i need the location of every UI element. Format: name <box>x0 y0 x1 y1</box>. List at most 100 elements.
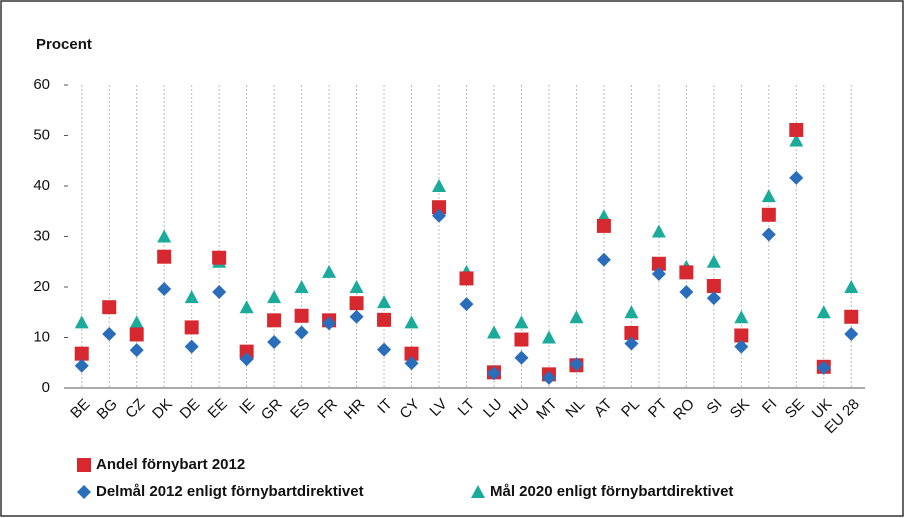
square-marker <box>74 346 89 361</box>
x-tick-label: EE <box>205 396 231 422</box>
square-marker <box>789 122 804 137</box>
diamond-marker <box>624 336 639 351</box>
triangle-marker <box>377 295 392 309</box>
y-tick-label: 30 <box>33 227 50 244</box>
square-marker <box>459 271 474 286</box>
diamond-marker <box>569 357 584 372</box>
square-marker <box>294 308 309 323</box>
x-tick-label: LT <box>455 396 479 420</box>
x-tick-label: FI <box>759 396 780 417</box>
chart-title: Procent <box>36 36 92 53</box>
square-marker <box>157 249 172 264</box>
triangle-marker <box>569 310 584 324</box>
diamond-marker <box>541 370 556 385</box>
square-marker <box>624 325 639 340</box>
square-marker <box>129 327 144 342</box>
triangle-marker <box>184 290 199 304</box>
triangle-marker <box>239 300 254 314</box>
diamond-marker <box>74 358 89 373</box>
diamond-marker <box>844 326 859 341</box>
x-tick-label: LU <box>480 396 506 422</box>
triangle-marker <box>432 179 447 192</box>
x-tick-label: DE <box>177 396 204 423</box>
square-marker <box>679 265 694 280</box>
y-tick-label: 40 <box>33 177 50 194</box>
triangle-marker <box>624 305 639 319</box>
x-tick-label: LV <box>426 396 450 420</box>
triangle-marker <box>706 254 721 268</box>
triangle-marker <box>761 189 776 203</box>
x-tick-label: ES <box>287 396 313 422</box>
square-marker <box>514 332 529 347</box>
diamond-marker <box>816 360 831 375</box>
diamond-marker <box>377 342 392 357</box>
square-marker <box>432 200 447 215</box>
diamond-marker <box>432 208 447 223</box>
x-tick-label: IT <box>374 396 395 417</box>
square-marker <box>761 207 776 222</box>
x-tick-label: SK <box>727 396 753 422</box>
triangle-marker <box>157 229 172 243</box>
legend-label: Andel förnybart 2012 <box>96 456 245 473</box>
square-marker <box>349 296 364 311</box>
square-marker <box>377 312 392 327</box>
x-tick-label: AT <box>591 396 616 421</box>
square-marker <box>239 344 254 359</box>
y-tick-label: 10 <box>33 328 50 345</box>
triangle-marker <box>404 315 419 329</box>
square-marker <box>596 218 611 233</box>
square-marker <box>102 300 117 315</box>
diamond-marker <box>102 326 117 341</box>
diamond-marker <box>734 339 749 354</box>
x-tick-label: BE <box>67 396 93 422</box>
diamond-marker <box>184 339 199 354</box>
diamond-marker <box>761 227 776 242</box>
triangle-marker <box>514 315 529 329</box>
x-tick-label: RO <box>670 396 698 424</box>
triangle-marker <box>322 264 337 278</box>
diamond-marker <box>322 316 337 331</box>
x-tick-label: PT <box>645 396 671 422</box>
diamond-marker <box>679 285 694 300</box>
square-marker <box>77 458 91 472</box>
x-tick-label: SE <box>782 396 808 422</box>
triangle-marker <box>651 224 666 238</box>
diamond-marker <box>129 343 144 358</box>
y-tick-label: 20 <box>33 278 50 295</box>
x-tick-label: IE <box>236 396 258 418</box>
diamond-marker <box>404 356 419 371</box>
triangle-marker <box>471 485 485 498</box>
diamond-marker <box>486 366 501 381</box>
legend-label: Mål 2020 enligt förnybartdirektivet <box>490 483 733 500</box>
diamond-marker <box>77 485 91 499</box>
diamond-marker <box>514 350 529 365</box>
square-marker <box>404 346 419 361</box>
square-marker <box>651 256 666 271</box>
diamond-marker <box>212 285 227 300</box>
diamond-marker <box>651 266 666 281</box>
legend-label: Delmål 2012 enligt förnybartdirektivet <box>96 483 364 500</box>
square-marker <box>844 309 859 324</box>
diamond-marker <box>239 352 254 367</box>
triangle-marker <box>267 290 282 304</box>
triangle-marker <box>789 133 804 147</box>
x-tick-label: BG <box>94 396 121 423</box>
x-tick-label: CY <box>396 396 423 423</box>
x-tick-label: GR <box>258 395 286 423</box>
x-tick-label: SI <box>703 396 725 418</box>
triangle-marker <box>734 310 749 324</box>
y-tick-label: 50 <box>33 126 50 143</box>
triangle-marker <box>294 280 309 293</box>
diamond-marker <box>157 282 172 297</box>
diamond-marker <box>349 309 364 324</box>
triangle-marker <box>486 325 501 339</box>
square-marker <box>706 278 721 293</box>
triangle-marker <box>816 305 831 319</box>
diamond-marker <box>706 291 721 306</box>
y-tick-label: 0 <box>42 379 50 396</box>
diamond-marker <box>459 297 474 312</box>
x-tick-label: PL <box>618 396 643 421</box>
square-marker <box>184 320 199 335</box>
